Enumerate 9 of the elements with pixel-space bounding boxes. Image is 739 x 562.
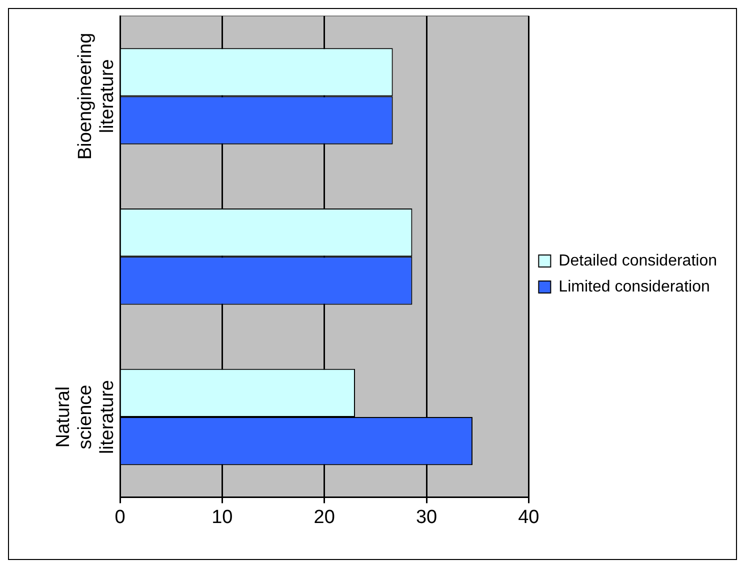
y-tick-label: Natural science literature	[53, 380, 118, 454]
legend-label: Limited consideration	[558, 278, 710, 296]
x-tick-label: 40	[518, 506, 540, 528]
x-tick-label: 30	[416, 506, 438, 528]
legend-label: Detailed consideration	[558, 252, 718, 270]
y-tick-label: Bioengineering literature	[75, 32, 118, 160]
x-tick-label: 20	[314, 506, 335, 528]
x-tick-label: 10	[212, 506, 233, 528]
x-tick-label: 0	[114, 506, 126, 528]
